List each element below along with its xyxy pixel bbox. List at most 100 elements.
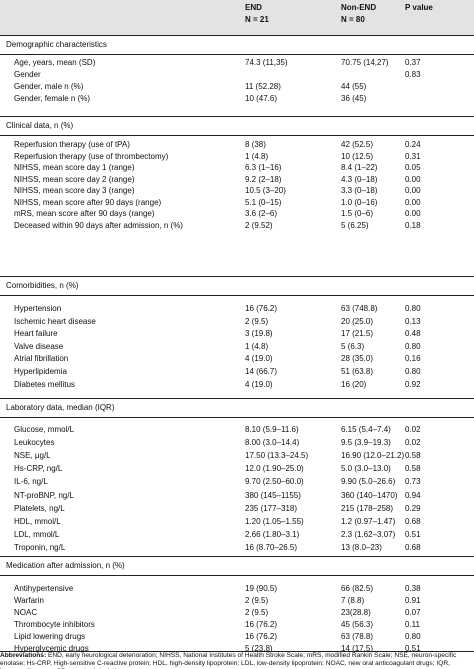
row-label: Leukocytes [14,438,55,448]
cell: 16 (8.70–26.5) [245,542,298,552]
section-title: Medication after admission, n (%) [6,561,125,570]
cell: 10 (47.6) [245,94,278,103]
cell: 9.90 (5.0–26.6) [341,477,396,487]
cell: 0.37 [405,58,421,67]
cell: 8 (38) [245,140,266,149]
cell: 0.38 [405,584,421,593]
row-label: Hyperglycemic drugs [14,644,89,653]
cell: 28 (35.0) [341,354,374,364]
row-label: Valve disease [14,341,64,351]
row-label: NOAC [14,608,38,617]
cell: 8.10 (5.9–11.6) [245,425,299,434]
cell: 6.3 (1–16) [245,163,282,173]
cell: 2 (9.5) [245,596,269,605]
cell: 42 (52.5) [341,140,374,149]
row-label: NSE, μg/L [14,451,51,461]
cell: 9.2 (2–18) [245,174,282,184]
row-label: Ischemic heart disease [14,316,96,326]
cell: 0.51 [405,529,421,539]
row-label: Hypertension [14,304,62,313]
footnote: Abbreviations: END, early neurological d… [0,652,474,669]
row-label: Thrombocyte inhibitors [14,620,95,629]
cell: 6.15 (5.4–7.4) [341,425,391,434]
cell: 0.80 [405,632,421,641]
cell: 74.3 (11,35) [245,58,288,67]
row-label: HDL, mmol/L [14,516,61,526]
cell: 0.02 [405,425,421,434]
cell: 66 (82.5) [341,584,374,593]
cell: 0.80 [405,367,421,376]
cell: 17 (21.5) [341,329,374,339]
cell: 17.50 (13.3–24.5) [245,451,309,461]
cell: 2.3 (1.62–3.07) [341,529,396,539]
row-label: Reperfusion therapy (use of tPA) [14,140,130,149]
cell: 5 (23.8) [245,644,273,653]
footnote-text: END, early neurological deterioration; N… [0,652,457,669]
cell: 1 (4.8) [245,151,269,161]
header-cell: END [245,3,262,12]
header-cell: N = 80 [341,15,365,24]
cell: 3.3 (0–18) [341,186,378,196]
cell: 0.16 [405,354,421,364]
cell: 5.0 (3.0–13.0) [341,464,391,474]
row-label: Troponin, ng/L [14,542,66,552]
cell: 0.24 [405,140,421,149]
cell: 0.05 [405,163,421,173]
cell: 0.07 [405,608,421,617]
cell: 0.73 [405,477,421,487]
header-cell: P value [405,3,433,12]
row-label: Atrial fibrillation [14,354,69,364]
cell: 0.02 [405,438,421,448]
cell: 3 (19.8) [245,329,273,339]
cell: 1.20 (1.05–1.55) [245,516,304,526]
row-label: IL-6, ng/L [14,477,48,487]
row-label: Platelets, ng/L [14,503,65,513]
rule-line [0,35,474,36]
cell: 16 (76.2) [245,632,278,641]
cell: 45 (56.3) [341,620,374,629]
cell: 0.68 [405,516,421,526]
cell: 23(28.8) [341,608,371,617]
section-title: Clinical data, n (%) [6,121,74,130]
row-label: NIHSS, mean score day 2 (range) [14,174,135,184]
cell: 13 (8.0–23) [341,542,382,552]
cell: 3.6 (2–6) [245,209,278,219]
row-label: LDL, mmol/L [14,529,60,539]
cell: 0.92 [405,379,421,389]
cell: 0.00 [405,209,421,219]
cell: 10 (12.5) [341,151,374,161]
row-label: Hs-CRP, ng/L [14,464,63,474]
rule-line [0,398,474,399]
cell: 14 (66.7) [245,367,278,376]
cell: 0.11 [405,620,420,629]
row-label: Gender, female n (%) [14,94,91,103]
cell: 4 (19.0) [245,354,273,364]
row-label: Age, years, mean (SD) [14,58,96,67]
row-label: Lipid lowering drugs [14,632,86,641]
cell: 1.5 (0–6) [341,209,374,219]
cell: 0.68 [405,542,421,552]
header-cell: N = 21 [245,15,269,24]
cell: 380 (145–1155) [245,490,301,500]
cell: 360 (140–1470) [341,490,398,500]
cell: 9.70 (2.50–60.0) [245,477,304,487]
cell: 0.00 [405,186,421,196]
cell: 1.2 (0.97–1.47) [341,516,396,526]
cell: 2.66 (1.80–3.1) [245,529,300,539]
cell: 235 (177–318) [245,503,298,513]
cell: 0.58 [405,464,421,474]
section-title: Laboratory data, median (IQR) [6,403,115,412]
cell: 0.29 [405,503,421,513]
cell: 5 (6.25) [341,220,369,230]
row-label: Glucose, mmol/L [14,425,75,434]
cell: 0.31 [405,151,421,161]
cell: 4.3 (0–18) [341,174,378,184]
cell: 2 (9.52) [245,220,273,230]
header-background [0,0,474,36]
cell: 0.00 [405,197,421,207]
row-label: NIHSS, mean score day 1 (range) [14,163,135,173]
rule-line [0,575,474,576]
row-label: Deceased within 90 days after admission,… [14,220,183,230]
cell: 63 (78.8) [341,632,374,641]
